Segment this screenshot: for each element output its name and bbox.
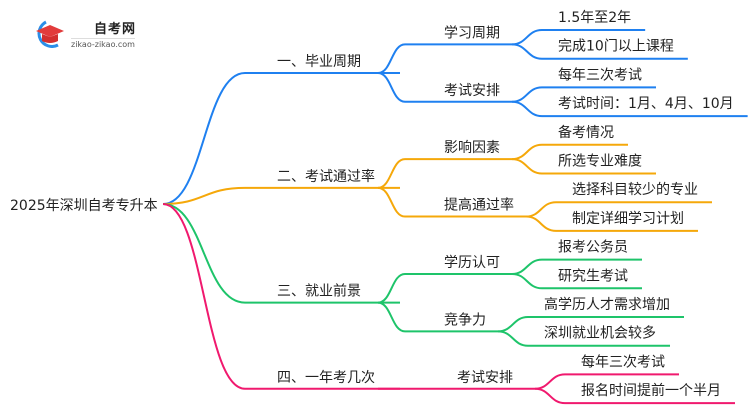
leaf-connector — [511, 158, 656, 175]
graduation-cap-icon — [36, 20, 64, 48]
topic-node[interactable]: 一、毕业周期 — [277, 54, 361, 70]
topic-node[interactable]: 四、一年考几次 — [277, 370, 375, 386]
subtopic-node[interactable]: 考试安排 — [457, 370, 513, 386]
leaf-connector — [511, 272, 642, 290]
leaf-connector — [497, 330, 670, 347]
subtopic-node[interactable]: 考试安排 — [444, 83, 500, 99]
leaf-connector — [534, 387, 735, 405]
leaf-node[interactable]: 选择科目较少的专业 — [572, 182, 698, 198]
subtopic-node[interactable]: 竞争力 — [444, 311, 486, 328]
leaf-node[interactable]: 完成10门以上课程 — [558, 39, 674, 55]
topic-connector — [162, 203, 400, 304]
leaf-node[interactable]: 报名时间提前一个半月 — [581, 382, 721, 399]
topic-node[interactable]: 二、考试通过率 — [277, 168, 375, 185]
leaf-node[interactable]: 所选专业难度 — [558, 154, 642, 170]
leaf-node[interactable]: 报考公务员 — [558, 240, 628, 256]
subtopic-node[interactable]: 学历认可 — [444, 255, 500, 271]
subtopic-connector — [377, 72, 406, 103]
subtopic-node[interactable]: 学习周期 — [444, 25, 500, 41]
leaf-node[interactable]: 研究生考试 — [558, 268, 628, 284]
leaf-connector — [525, 215, 698, 232]
subtopic-connector — [377, 43, 406, 75]
leaf-node[interactable]: 每年三次考试 — [558, 67, 642, 83]
subtopic-connector — [377, 186, 406, 218]
logo-title: 自考网 — [94, 22, 137, 37]
leaf-node[interactable]: 深圳就业机会较多 — [544, 325, 656, 342]
logo-url: zikao-zikao.com — [71, 38, 135, 49]
topic-connector — [162, 203, 400, 390]
subtopic-connector — [377, 158, 406, 189]
subtopic-connector — [377, 272, 406, 304]
subtopic-connector — [377, 301, 406, 333]
leaf-node[interactable]: 高学历人才需求增加 — [544, 296, 670, 313]
logo: 自考网 zikao-zikao.com — [30, 18, 150, 49]
subtopic-node[interactable]: 提高通过率 — [444, 197, 514, 214]
leaf-node[interactable]: 考试时间：1月、4月、10月 — [558, 96, 734, 112]
leaf-node[interactable]: 每年三次考试 — [581, 354, 665, 370]
leaf-node[interactable]: 1.5年至2年 — [558, 10, 631, 26]
subtopic-node[interactable]: 影响因素 — [444, 140, 500, 156]
leaf-node[interactable]: 制定详细学习计划 — [572, 211, 684, 227]
leaf-node[interactable]: 备考情况 — [558, 124, 614, 141]
topic-node[interactable]: 三、就业前景 — [277, 283, 361, 300]
topic-connector — [162, 186, 400, 205]
leaf-connector — [511, 43, 688, 60]
topic-connector — [162, 72, 400, 205]
leaf-connector — [511, 100, 748, 118]
root-node[interactable]: 2025年深圳自考专升本 — [10, 198, 158, 214]
